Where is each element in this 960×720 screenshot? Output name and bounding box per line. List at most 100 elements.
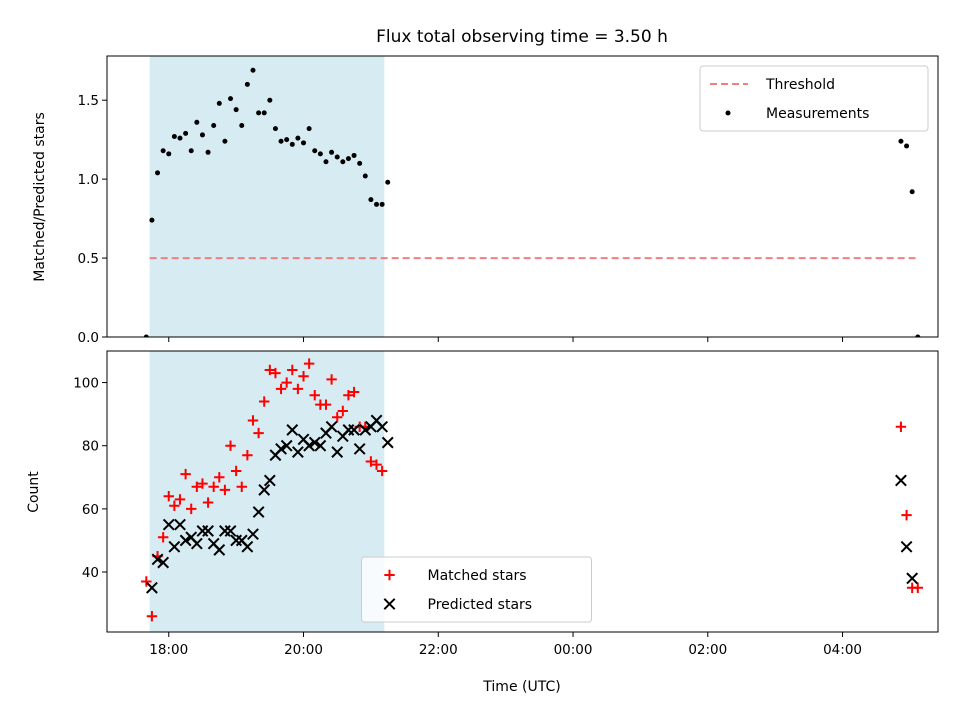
predicted-stars-point [359, 424, 372, 436]
matched-stars-point [208, 481, 219, 492]
matched-stars-point [247, 415, 259, 426]
legend: Threshold Measurements [699, 65, 929, 132]
matched-stars-point [242, 449, 253, 461]
y-tick-label: 100 [73, 376, 99, 392]
predicted-stars-point [202, 525, 214, 537]
predicted-stars-point [168, 540, 181, 553]
measurements-point [267, 97, 273, 103]
observing-window-span [149, 56, 385, 337]
measurements-point [143, 334, 149, 337]
measurements-point [301, 140, 307, 146]
matched-stars-point [180, 468, 191, 480]
matched-stars-point [298, 371, 309, 382]
predicted-stars-legend-label: Predicted stars [428, 597, 533, 613]
x-tick-label: 04:00 [823, 642, 862, 658]
matched-stars-point [292, 383, 304, 395]
measurements-point [256, 110, 262, 116]
predicted-stars-point [162, 518, 175, 531]
measurements-point [323, 159, 329, 165]
y-tick-label: 80 [82, 439, 99, 455]
matched-stars-point [225, 440, 236, 451]
matched-stars-legend-label: Matched stars [428, 568, 527, 584]
matched-stars-point [197, 478, 208, 489]
predicted-stars-point [179, 534, 192, 547]
predicted-stars-point [263, 474, 276, 487]
predicted-stars-point [303, 439, 316, 452]
predicted-stars-point [213, 544, 226, 556]
y-tick-label: 0.5 [78, 251, 99, 267]
measurements-point [177, 135, 183, 141]
x-tick-label: 18:00 [149, 642, 188, 658]
predicted-stars-point [241, 540, 254, 553]
matched-stars-point [275, 383, 287, 395]
predicted-stars-point [275, 442, 287, 455]
legend-box [361, 556, 592, 623]
matched-stars-point [174, 494, 186, 505]
matched-stars-point [348, 386, 360, 398]
y-tick-label: 60 [82, 502, 99, 518]
matched-stars-point [141, 576, 152, 587]
measurements-point [340, 159, 346, 165]
measurements-point [904, 143, 910, 149]
x-tick-label: 20:00 [284, 642, 323, 658]
predicted-stars-point [252, 506, 265, 518]
predicted-stars-point [247, 528, 259, 541]
measurements-point [385, 179, 391, 185]
matched-stars-point [912, 582, 923, 593]
measurements-point [334, 154, 340, 160]
measurements-point [216, 100, 222, 106]
measurements-point [351, 152, 357, 158]
matched-stars-point [371, 459, 382, 470]
matched-stars-point [214, 472, 225, 483]
matched-stars-point [343, 390, 354, 401]
measurements-point [379, 201, 385, 207]
measurements-point [898, 138, 904, 144]
matched-stars-point [219, 484, 231, 496]
measurements-point [250, 67, 256, 73]
matched-stars-point [253, 427, 264, 439]
ratio-panel: 0.0 0.5 1.0 1.5 Threshold Measurements [78, 55, 939, 346]
predicted-stars-point [314, 439, 327, 452]
measurements-point [233, 107, 239, 113]
count-panel: 40 60 80 100 18:00 20:00 22:00 00:00 02:00 04:00 M… [73, 350, 939, 658]
axes-frame [106, 350, 939, 633]
measurements-point [357, 160, 363, 166]
y-tick-label: 0.0 [78, 330, 99, 346]
measurements-point [909, 189, 915, 195]
predicted-stars-point [381, 436, 394, 449]
predicted-stars-point [280, 439, 293, 452]
predicted-stars-point [906, 572, 919, 585]
measurements-point [374, 201, 380, 207]
predicted-stars-point [353, 442, 366, 455]
measurements-point [329, 149, 335, 155]
predicted-stars-point [291, 446, 304, 458]
matched-stars-point [236, 481, 247, 492]
matched-stars-point [281, 377, 292, 388]
predicted-stars-point [174, 518, 186, 531]
plot-area [143, 56, 921, 337]
matched-stars-point [169, 500, 180, 511]
matched-stars-point [901, 509, 912, 521]
y-tick-label: 1.5 [78, 93, 99, 109]
predicted-stars-point [190, 537, 203, 550]
matched-stars-point [332, 412, 343, 423]
measurements-point [317, 151, 323, 157]
measurements-point [160, 148, 166, 154]
measurements-point [211, 122, 217, 128]
measurements-point [239, 122, 245, 128]
measurements-point [166, 151, 172, 157]
matched-stars-point [264, 364, 276, 376]
measurements-legend-label: Measurements [766, 106, 869, 122]
measurements-point [284, 137, 290, 143]
y-tick-label: 40 [82, 565, 99, 581]
measurements-point [228, 96, 234, 102]
measurements-point [312, 148, 318, 154]
plot-area [141, 351, 923, 632]
chart-title: Flux total observing time = 3.50 h [376, 27, 668, 47]
matched-stars-point [337, 405, 349, 417]
matched-stars-point [326, 374, 337, 385]
legend: Matched stars Predicted stars [361, 556, 592, 623]
measurements-point [171, 134, 177, 140]
matched-stars-point [376, 465, 388, 477]
measurements-point [272, 126, 278, 132]
